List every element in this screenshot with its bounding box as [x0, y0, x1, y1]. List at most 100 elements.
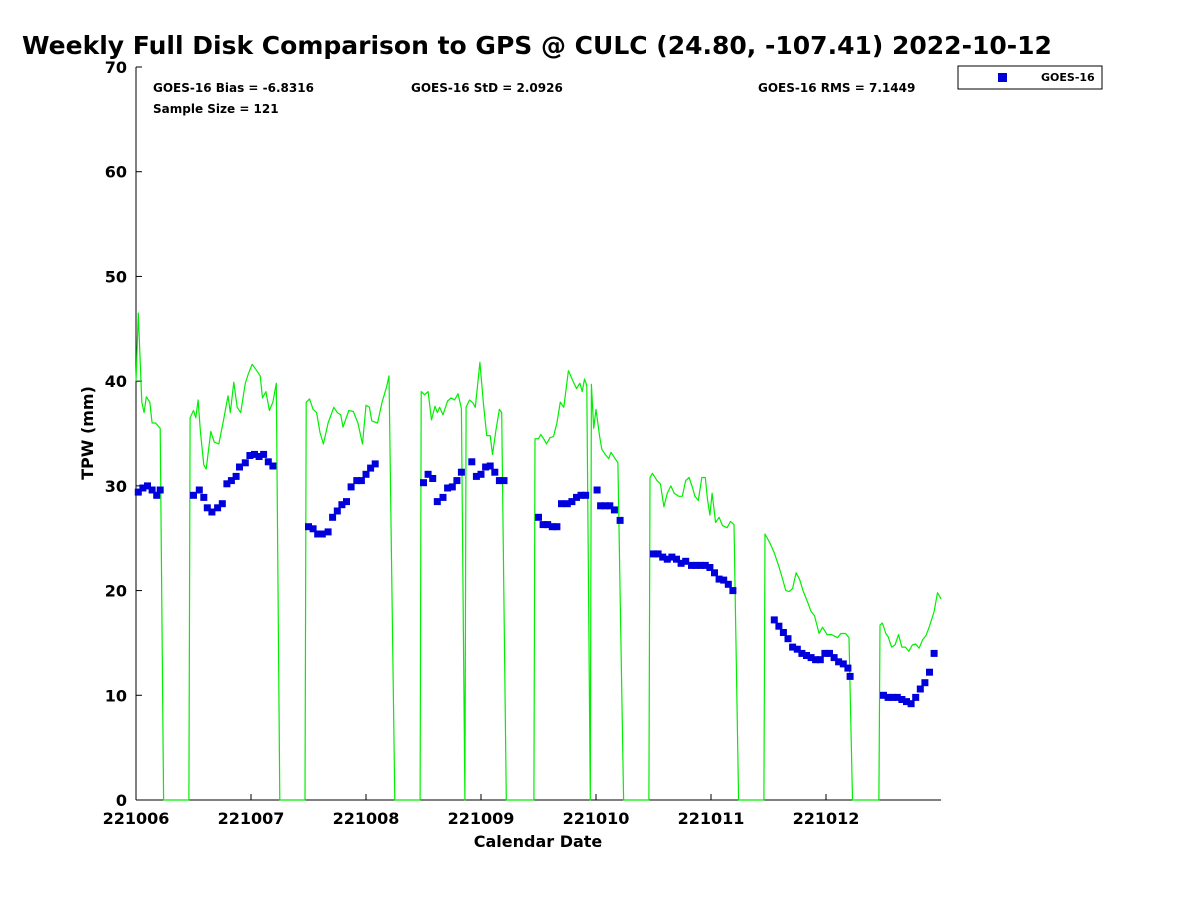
goes-16-point — [706, 564, 714, 571]
x-tick-label: 221012 — [793, 809, 860, 828]
goes-16-point — [241, 459, 249, 467]
x-tick-label: 221007 — [218, 809, 285, 828]
goes-16-point — [884, 693, 892, 701]
goes-16-point — [255, 453, 263, 460]
goes-16-point — [650, 550, 657, 558]
goes-16-point — [495, 477, 503, 485]
goes-16-point — [775, 622, 783, 630]
goes-16-point — [812, 656, 820, 664]
x-ticks: 221006 221007 221008 221009 221010 221011 2210… — [103, 794, 860, 828]
goes-16-point — [921, 679, 929, 687]
y-axis-label: TPW (mm) — [78, 386, 97, 480]
y-tick-label: 0 — [116, 791, 127, 810]
x-tick-label: 221010 — [563, 809, 630, 828]
goes-16-point — [835, 658, 843, 666]
goes-16-point — [472, 472, 480, 480]
goes-16-point — [305, 523, 312, 531]
goes-16-point — [482, 463, 490, 471]
plot-area: 0 10 20 30 40 50 60 70 221006 221007 221008 221009… — [103, 58, 942, 828]
x-axis-label: Calendar Date — [474, 832, 603, 851]
y-tick-label: 70 — [105, 58, 127, 77]
legend-box — [957, 65, 1103, 90]
goes-16-point — [807, 654, 815, 662]
goes-16-point — [830, 654, 838, 662]
goes-16-point — [659, 553, 667, 561]
goes-16-point — [246, 452, 254, 459]
goes-16-point — [156, 486, 164, 494]
goes-16-point — [582, 491, 590, 499]
goes-16-point — [367, 464, 375, 472]
goes-16-point — [577, 491, 585, 499]
goes-16-point — [926, 668, 933, 676]
goes-16-point — [715, 575, 723, 583]
goes-16-point — [846, 672, 854, 680]
goes-16-point — [477, 470, 485, 478]
y-tick-label: 30 — [105, 477, 127, 496]
goes-16-point — [424, 470, 432, 478]
goes-16-point — [148, 486, 156, 494]
goes-16-point — [195, 486, 203, 494]
goes-16-point — [701, 561, 709, 569]
sample-size-stat: Sample Size = 121 — [153, 102, 279, 116]
goes-16-point — [654, 550, 662, 558]
goes-16-point — [724, 580, 732, 588]
legend-label-goes-16: GOES-16 — [1041, 71, 1095, 84]
x-tick-label: 221006 — [103, 809, 170, 828]
goes-16-point — [218, 500, 226, 508]
goes-16-point — [190, 491, 197, 499]
goes-16-point — [333, 507, 341, 515]
goes-16-point — [789, 643, 797, 651]
goes-16-point — [236, 463, 243, 471]
goes-16-point — [208, 508, 216, 516]
goes-16-point — [593, 486, 601, 494]
std-stat: GOES-16 StD = 2.0926 — [411, 81, 563, 95]
goes-16-point — [548, 523, 556, 531]
goes-16-point — [601, 502, 609, 510]
goes-16-point — [309, 525, 317, 533]
bias-stat: GOES-16 Bias = -6.8316 — [153, 81, 314, 95]
goes-16-point — [803, 652, 810, 659]
goes-16-point — [343, 498, 350, 506]
goes-16-point — [338, 501, 346, 509]
goes-16-point — [916, 685, 924, 693]
goes-16-point — [553, 523, 561, 531]
goes-16-point — [486, 462, 494, 470]
goes-16-point — [573, 493, 580, 501]
goes-16-point — [232, 472, 240, 480]
goes-16-point — [314, 530, 322, 538]
y-tick-label: 40 — [105, 372, 127, 391]
goes-16-point — [200, 493, 208, 501]
goes-16-point — [264, 458, 272, 466]
goes-16-point — [597, 502, 605, 510]
x-tick-label: 221008 — [333, 809, 400, 828]
goes-16-point — [448, 483, 456, 491]
goes-16-point — [153, 491, 161, 499]
goes-16-point — [318, 530, 326, 538]
goes-16-point — [912, 693, 920, 701]
goes-16-point — [821, 649, 829, 657]
goes-16-point — [329, 513, 337, 521]
goes-16-point — [903, 698, 910, 706]
chart-title: Weekly Full Disk Comparison to GPS @ CUL… — [22, 31, 1052, 60]
y-tick-label: 20 — [105, 582, 127, 601]
goes-16-point — [668, 553, 676, 561]
goes-16-point — [816, 656, 824, 664]
goes-16-point — [558, 500, 565, 508]
gps-series-line — [135, 312, 942, 801]
goes-16-point — [269, 462, 277, 470]
goes-16-point — [839, 660, 847, 668]
goes-16-point — [453, 477, 461, 485]
goes-16-point — [223, 480, 231, 488]
goes-16-point — [544, 521, 552, 529]
goes-16-point — [214, 504, 222, 512]
goes-16-point — [907, 700, 915, 708]
goes-16-point — [711, 569, 718, 577]
goes-16-point — [535, 513, 542, 521]
legend: GOES-16 — [957, 65, 1103, 90]
goes-16-point — [134, 488, 142, 496]
goes-16-point — [347, 483, 355, 491]
goes-16-point — [779, 629, 787, 636]
y-tick-label: 10 — [105, 686, 127, 705]
goes-16-point — [357, 477, 365, 485]
goes-16-point — [433, 498, 441, 506]
